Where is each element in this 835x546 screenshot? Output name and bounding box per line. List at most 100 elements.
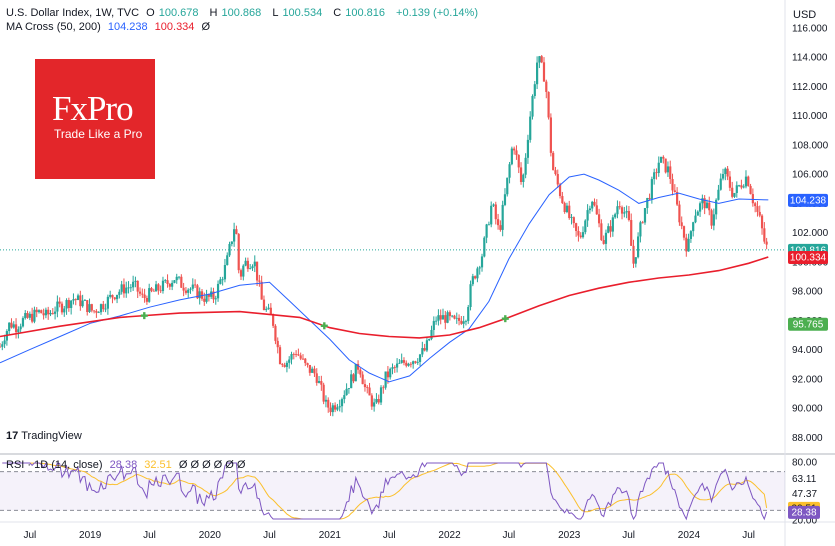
candle-down [327, 399, 330, 408]
candle-down [74, 299, 77, 301]
candle-down [368, 387, 371, 396]
candle-up [373, 402, 376, 407]
candle-up [76, 295, 80, 301]
candle-down [150, 288, 153, 291]
candle-down [765, 241, 768, 245]
candle-up [687, 238, 690, 252]
candle-up [724, 168, 727, 175]
ohlc-values: O 100.678 H 100.868 L 100.534 C 100.816 +0.1… [146, 7, 482, 19]
candle-up [249, 268, 252, 269]
candle-down [308, 364, 311, 373]
candle-down [184, 290, 188, 293]
candle-down [547, 91, 550, 118]
candle-down [304, 358, 307, 364]
candle-down [618, 206, 621, 208]
candle-down [517, 155, 520, 168]
x-tick-label: Jul [23, 530, 36, 541]
candle-down [655, 172, 658, 174]
candle-up [455, 317, 458, 319]
candle-up [127, 287, 130, 289]
candle-up [430, 329, 433, 339]
x-tick-label: Jul [143, 530, 156, 541]
candle-down [93, 310, 96, 312]
candle-down [200, 291, 204, 299]
candle-up [285, 362, 289, 367]
rsi-y-tick: 47.37 [792, 489, 817, 500]
ma-extra: Ø [201, 21, 211, 33]
candle-down [79, 295, 82, 307]
candle-down [758, 211, 761, 216]
candle-up [3, 340, 6, 345]
candle-down [731, 187, 734, 197]
candle-down [760, 215, 764, 229]
candle-down [320, 381, 323, 385]
candle-down [40, 310, 43, 314]
candle-up [737, 185, 741, 187]
candle-down [542, 62, 546, 82]
candle-down [180, 276, 183, 288]
candle-down [648, 197, 651, 199]
candle-up [508, 164, 511, 178]
candle-up [347, 388, 350, 389]
candle-up [311, 368, 314, 373]
candle-down [595, 205, 598, 215]
candle-up [485, 224, 488, 238]
candle-down [262, 299, 266, 311]
candle-down [593, 201, 596, 206]
candle-up [345, 388, 348, 396]
candle-up [338, 406, 341, 408]
y-tick-label: 102.000 [792, 228, 829, 239]
rsi-legend: RSI · 1D (14, close) 28.38 32.51 Ø Ø Ø Ø… [6, 458, 249, 472]
candle-up [698, 203, 702, 212]
candle-down [453, 315, 456, 319]
candle-up [118, 291, 121, 295]
candle-up [581, 232, 585, 238]
candle-up [324, 399, 328, 402]
candle-up [480, 256, 484, 268]
candle-down [366, 387, 369, 388]
candle-down [143, 294, 146, 298]
candle-up [522, 174, 525, 183]
candle-down [138, 291, 142, 294]
candle-up [733, 193, 736, 197]
candle-up [384, 371, 387, 388]
candle-down [60, 303, 64, 313]
candle-up [115, 294, 119, 300]
candle-down [322, 384, 325, 402]
candle-up [565, 205, 569, 213]
candle-up [483, 237, 486, 257]
candle-down [363, 384, 367, 388]
candle-up [223, 265, 227, 280]
candle-up [56, 301, 59, 312]
candle-down [386, 371, 390, 378]
currency-label[interactable]: USD [793, 9, 817, 21]
candle-down [370, 395, 373, 407]
candle-up [467, 307, 470, 322]
candle-up [44, 309, 48, 316]
candle-up [418, 354, 422, 362]
x-tick-label: Jul [742, 530, 755, 541]
candle-up [175, 276, 178, 281]
x-tick-label: Jul [503, 530, 516, 541]
candle-down [182, 287, 185, 291]
candle-down [102, 304, 105, 310]
candle-down [708, 202, 711, 211]
candle-down [26, 312, 29, 318]
candle-down [563, 203, 566, 213]
candle-up [407, 363, 410, 366]
candle-down [237, 234, 240, 271]
candle-up [148, 288, 151, 302]
candle-down [747, 176, 750, 186]
candle-up [331, 405, 334, 413]
candle-up [70, 300, 73, 308]
tradingview-watermark: 17 TradingView [6, 430, 82, 442]
candle-down [269, 307, 272, 315]
candle-up [221, 279, 224, 281]
candle-down [597, 214, 601, 224]
candle-down [359, 369, 362, 375]
price-label-text: 95.765 [793, 319, 824, 330]
candle-up [37, 310, 41, 313]
candle-up [464, 321, 468, 322]
candle-down [194, 284, 197, 286]
